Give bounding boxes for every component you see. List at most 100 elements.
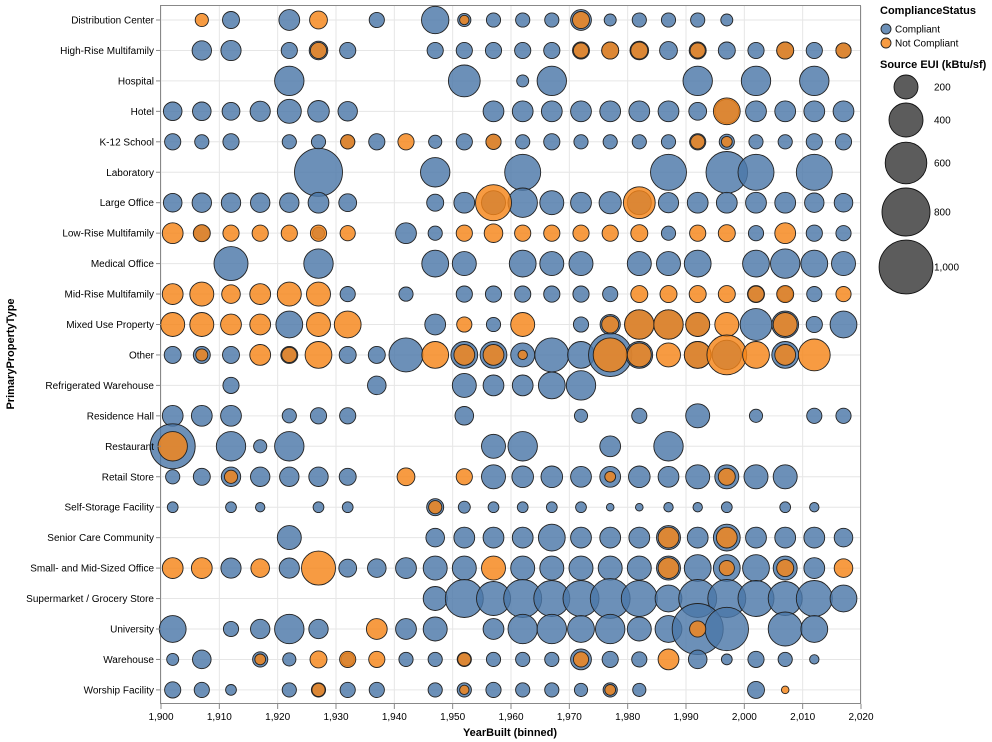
point-compliant [510, 555, 536, 581]
point-compliant [368, 133, 386, 151]
point-compliant [276, 525, 302, 551]
point-compliant [307, 100, 330, 123]
point-compliant [742, 554, 770, 582]
point-compliant [220, 557, 242, 579]
point-compliant [164, 133, 182, 151]
point-compliant [424, 313, 447, 336]
point-not-compliant [835, 42, 852, 59]
point-not-compliant [657, 557, 680, 579]
point-compliant [421, 5, 450, 35]
y-tick-label: Medical Office [91, 259, 155, 270]
point-compliant [511, 100, 534, 123]
point-compliant [800, 249, 829, 278]
point-not-compliant [309, 41, 328, 60]
point-compliant [631, 134, 647, 150]
point-compliant [572, 285, 590, 303]
point-compliant [536, 65, 567, 97]
point-compliant [455, 41, 473, 60]
point-compliant [650, 153, 687, 191]
marks-layer [149, 5, 858, 699]
point-not-compliant [475, 184, 512, 222]
point-compliant [742, 249, 770, 278]
y-tick-label: Laboratory [106, 168, 154, 179]
point-compliant [657, 192, 680, 214]
y-tick-label: Hospital [118, 76, 154, 87]
point-compliant [487, 501, 500, 514]
x-tick-label: 1,990 [673, 712, 698, 723]
size-legend-symbol [888, 102, 924, 138]
point-compliant [422, 616, 448, 642]
point-compliant [595, 613, 626, 645]
point-compliant [570, 191, 592, 214]
point-not-compliant [747, 285, 765, 303]
point-compliant [809, 502, 820, 513]
point-compliant [253, 439, 268, 454]
point-compliant [339, 286, 356, 303]
point-compliant [274, 431, 305, 462]
point-compliant [225, 684, 237, 696]
size-legend-title: Source EUI (kBtu/sf) [880, 59, 987, 71]
point-compliant [573, 134, 589, 150]
point-compliant [573, 682, 589, 697]
point-compliant [567, 615, 595, 643]
point-compliant [543, 133, 561, 151]
point-not-compliant [195, 348, 209, 362]
point-not-compliant [714, 312, 740, 337]
point-not-compliant [249, 313, 272, 336]
point-compliant [163, 345, 182, 364]
point-not-compliant [622, 186, 656, 220]
point-not-compliant [797, 338, 831, 372]
point-not-compliant [572, 11, 590, 29]
point-not-compliant [309, 224, 328, 242]
point-compliant [294, 147, 343, 197]
point-compliant [805, 133, 823, 151]
point-compliant [451, 555, 477, 581]
point-compliant [481, 464, 506, 490]
point-compliant [398, 651, 414, 667]
size-legend-symbol [881, 187, 931, 237]
point-compliant [573, 408, 589, 423]
point-compliant [803, 100, 826, 123]
point-compliant [281, 682, 297, 698]
point-compliant [660, 134, 677, 150]
point-compliant [806, 407, 823, 424]
point-compliant [485, 316, 502, 333]
point-not-compliant [543, 224, 561, 242]
point-not-compliant [774, 344, 797, 366]
point-compliant [339, 681, 356, 698]
point-not-compliant [624, 309, 655, 340]
point-not-compliant [715, 526, 738, 549]
point-compliant [312, 501, 325, 514]
point-compliant [799, 65, 830, 97]
point-compliant [481, 433, 506, 459]
point-compliant [831, 251, 856, 277]
point-compliant [192, 101, 212, 122]
point-compliant [686, 526, 709, 549]
point-not-compliant [601, 315, 620, 334]
point-compliant [601, 650, 619, 668]
point-compliant [338, 345, 357, 364]
point-compliant [834, 133, 853, 151]
point-not-compliant [333, 310, 362, 339]
point-compliant [280, 41, 298, 60]
point-compliant [222, 345, 240, 364]
point-not-compliant [192, 224, 211, 243]
point-not-compliant [281, 346, 298, 363]
point-compliant [274, 65, 305, 97]
point-compliant [539, 251, 565, 277]
point-compliant [740, 65, 772, 97]
point-compliant [631, 12, 647, 28]
point-compliant [767, 611, 803, 647]
point-compliant [515, 12, 531, 28]
point-compliant [777, 651, 793, 667]
point-not-compliant [428, 500, 443, 515]
point-not-compliant [276, 281, 302, 307]
point-not-compliant [742, 341, 770, 369]
point-compliant [544, 682, 560, 698]
point-not-compliant [689, 42, 706, 59]
y-tick-label: Worship Facility [84, 685, 154, 696]
point-compliant [193, 681, 210, 698]
y-tick-label: Supermarket / Grocery Store [26, 594, 154, 605]
point-compliant [657, 465, 680, 488]
point-compliant [420, 157, 451, 188]
